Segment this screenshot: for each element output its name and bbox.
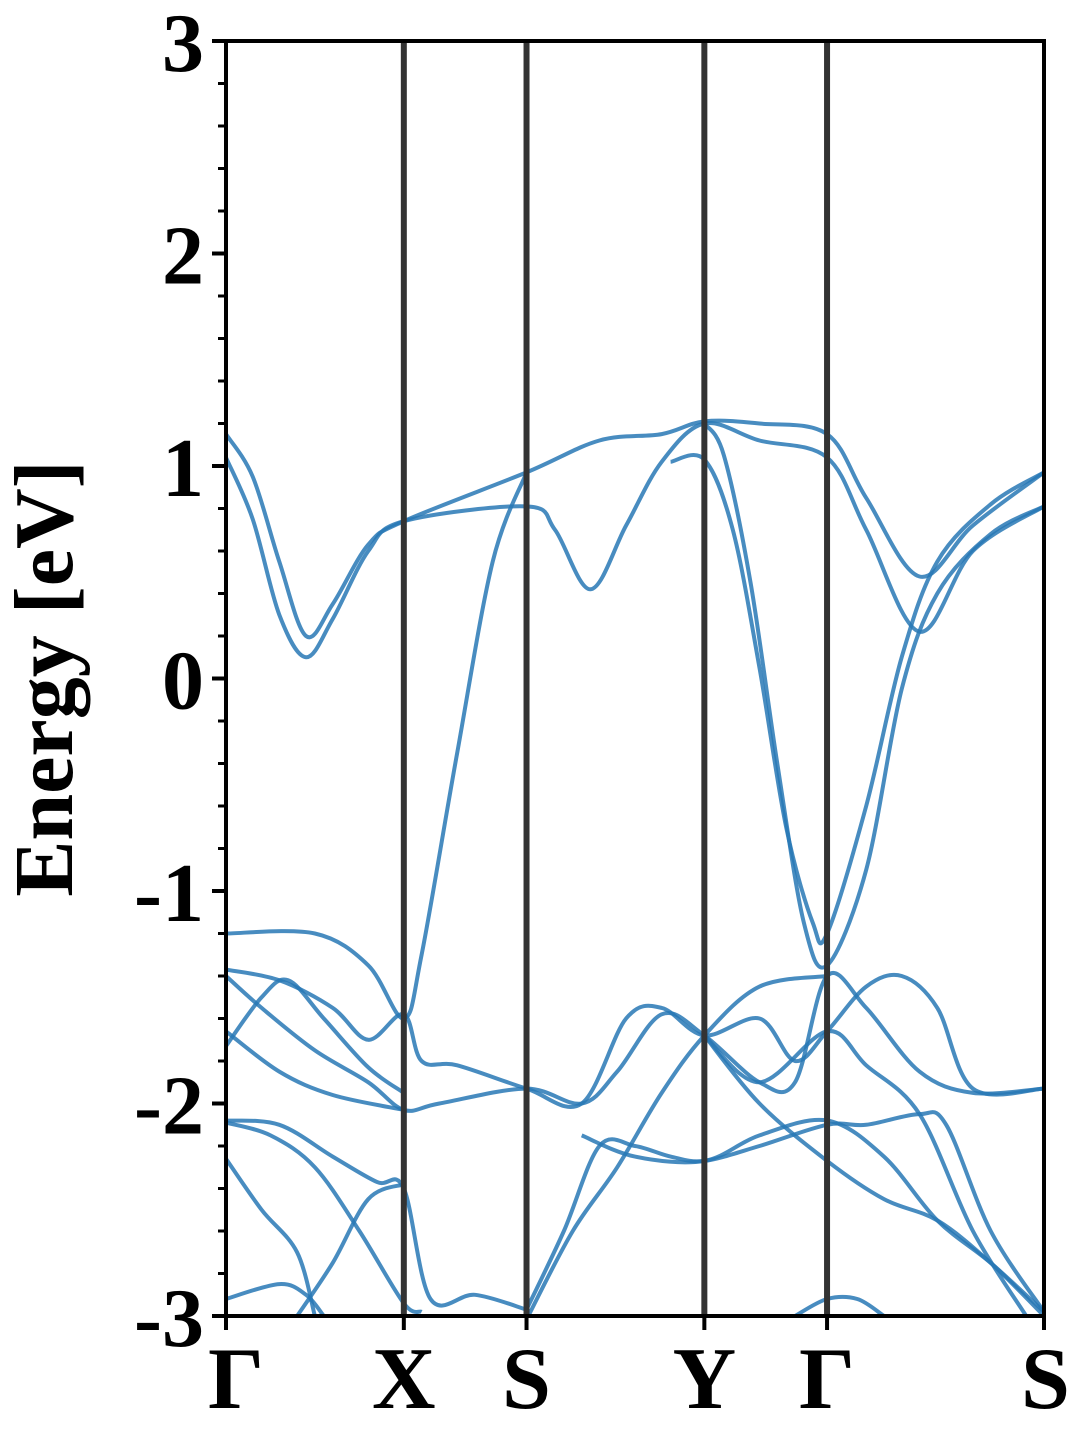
y-tick-label: -1 [134,847,204,940]
band-line-19 [702,1029,1028,1316]
high-symmetry-lines [400,41,831,1316]
y-tick-label: -2 [134,1060,204,1153]
y-tick-label: -3 [134,1272,204,1365]
y-tick-label: 1 [162,422,204,515]
band-line-7 [226,971,1044,1113]
x-tick-label: S [1021,1331,1070,1428]
band-line-12 [226,1157,317,1316]
band-line-5 [702,422,1044,970]
band-line-13 [226,1282,326,1316]
band-line-16 [524,1110,1044,1313]
x-tick-label: X [372,1331,436,1428]
y-axis: -3 -2 -1 0 1 2 3 [134,0,226,1365]
band-line-9 [226,1029,405,1112]
y-tick-label: 3 [162,0,204,90]
plot-frame [224,39,1046,1318]
x-tick-label: Y [673,1331,737,1428]
y-axis-label: Energy [eV] [0,460,91,896]
x-tick-label: S [502,1331,551,1428]
band-line-8 [226,977,405,1095]
band-line-3 [226,471,529,1021]
x-tick-label: Γ [208,1331,264,1428]
band-line-20 [794,1294,886,1316]
x-tick-label: Γ [799,1331,855,1428]
band-line-1 [226,418,1044,640]
band-line-4 [670,453,1044,946]
y-tick-label: 0 [162,635,204,728]
band-line-14 [295,1182,405,1316]
band-line-15 [526,974,828,1316]
band-line-6 [226,967,1044,1110]
y-tick-label: 2 [162,210,204,303]
band-lines [226,418,1044,1316]
band-line-2 [226,420,1044,660]
band-line-10 [226,1118,528,1312]
